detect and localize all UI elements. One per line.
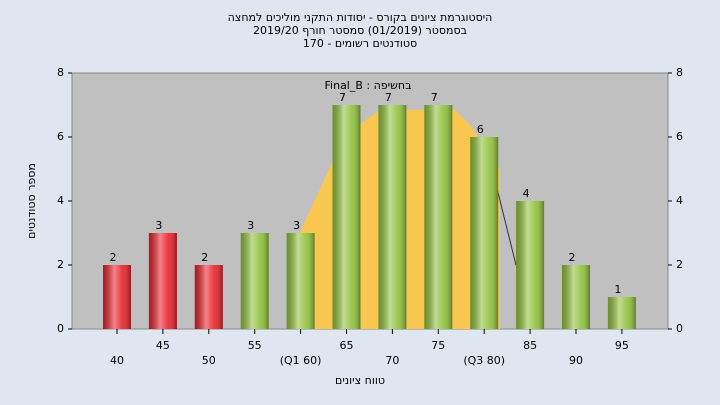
bar-shine [332,105,361,329]
annotation: בחשיפה : Final_B [325,79,412,92]
y-tick-label: 0 [57,322,64,335]
bar-shine [286,233,315,329]
x-tick-label: 85 [523,339,537,352]
data-label: 6 [477,123,484,136]
x-tick-label: (Q3 80) [463,354,505,367]
data-label: 2 [110,251,117,264]
x-axis-label: טווח ציונים [335,374,385,387]
data-label: 3 [293,219,300,232]
data-label: 3 [155,219,162,232]
bar-shine [424,105,453,329]
y2-tick-label: 0 [676,322,683,335]
x-tick-label: 40 [110,354,124,367]
x-tick-label: (Q1 60) [280,354,322,367]
bar-shine [103,265,131,329]
y2-tick-label: 6 [676,130,683,143]
bar-shine [148,233,177,329]
y-tick-label: 4 [57,194,64,207]
x-tick-label: 50 [202,354,216,367]
data-label: 2 [569,251,576,264]
data-label: 7 [385,91,392,104]
x-tick-label: 75 [431,339,445,352]
data-label: 1 [614,283,621,296]
data-label: 7 [339,91,346,104]
bar-shine [516,201,545,329]
y2-tick-label: 8 [676,66,683,79]
y2-tick-label: 4 [676,194,683,207]
y-axis-label: מספר סטודנטים [25,163,38,239]
data-label: 3 [247,219,254,232]
x-tick-label: 55 [248,339,262,352]
y2-tick-label: 2 [676,258,683,271]
data-label: 2 [201,251,208,264]
y-tick-label: 6 [57,130,64,143]
y-tick-label: 2 [57,258,64,271]
chart-subtitle: סטודנטים רשומים - 170 [303,37,417,50]
bar-shine [562,265,590,329]
bar-shine [378,105,407,329]
bar-shine [607,297,636,329]
chart-title: היסטוגרמת ציונים בקורס - יסודות התקני מו… [228,11,493,24]
x-tick-label: 70 [385,354,399,367]
x-tick-label: 45 [156,339,170,352]
data-label: 4 [523,187,530,200]
bar-shine [194,265,223,329]
x-tick-label: 90 [569,354,583,367]
data-label: 7 [431,91,438,104]
bar-shine [470,137,499,329]
chart-subtitle: בסמסטר (01/2019) סמסטר חורף 2019/20 [253,24,467,37]
x-tick-label: 65 [340,339,354,352]
x-tick-label: 95 [615,339,629,352]
y-tick-label: 8 [57,66,64,79]
bar-shine [240,233,269,329]
